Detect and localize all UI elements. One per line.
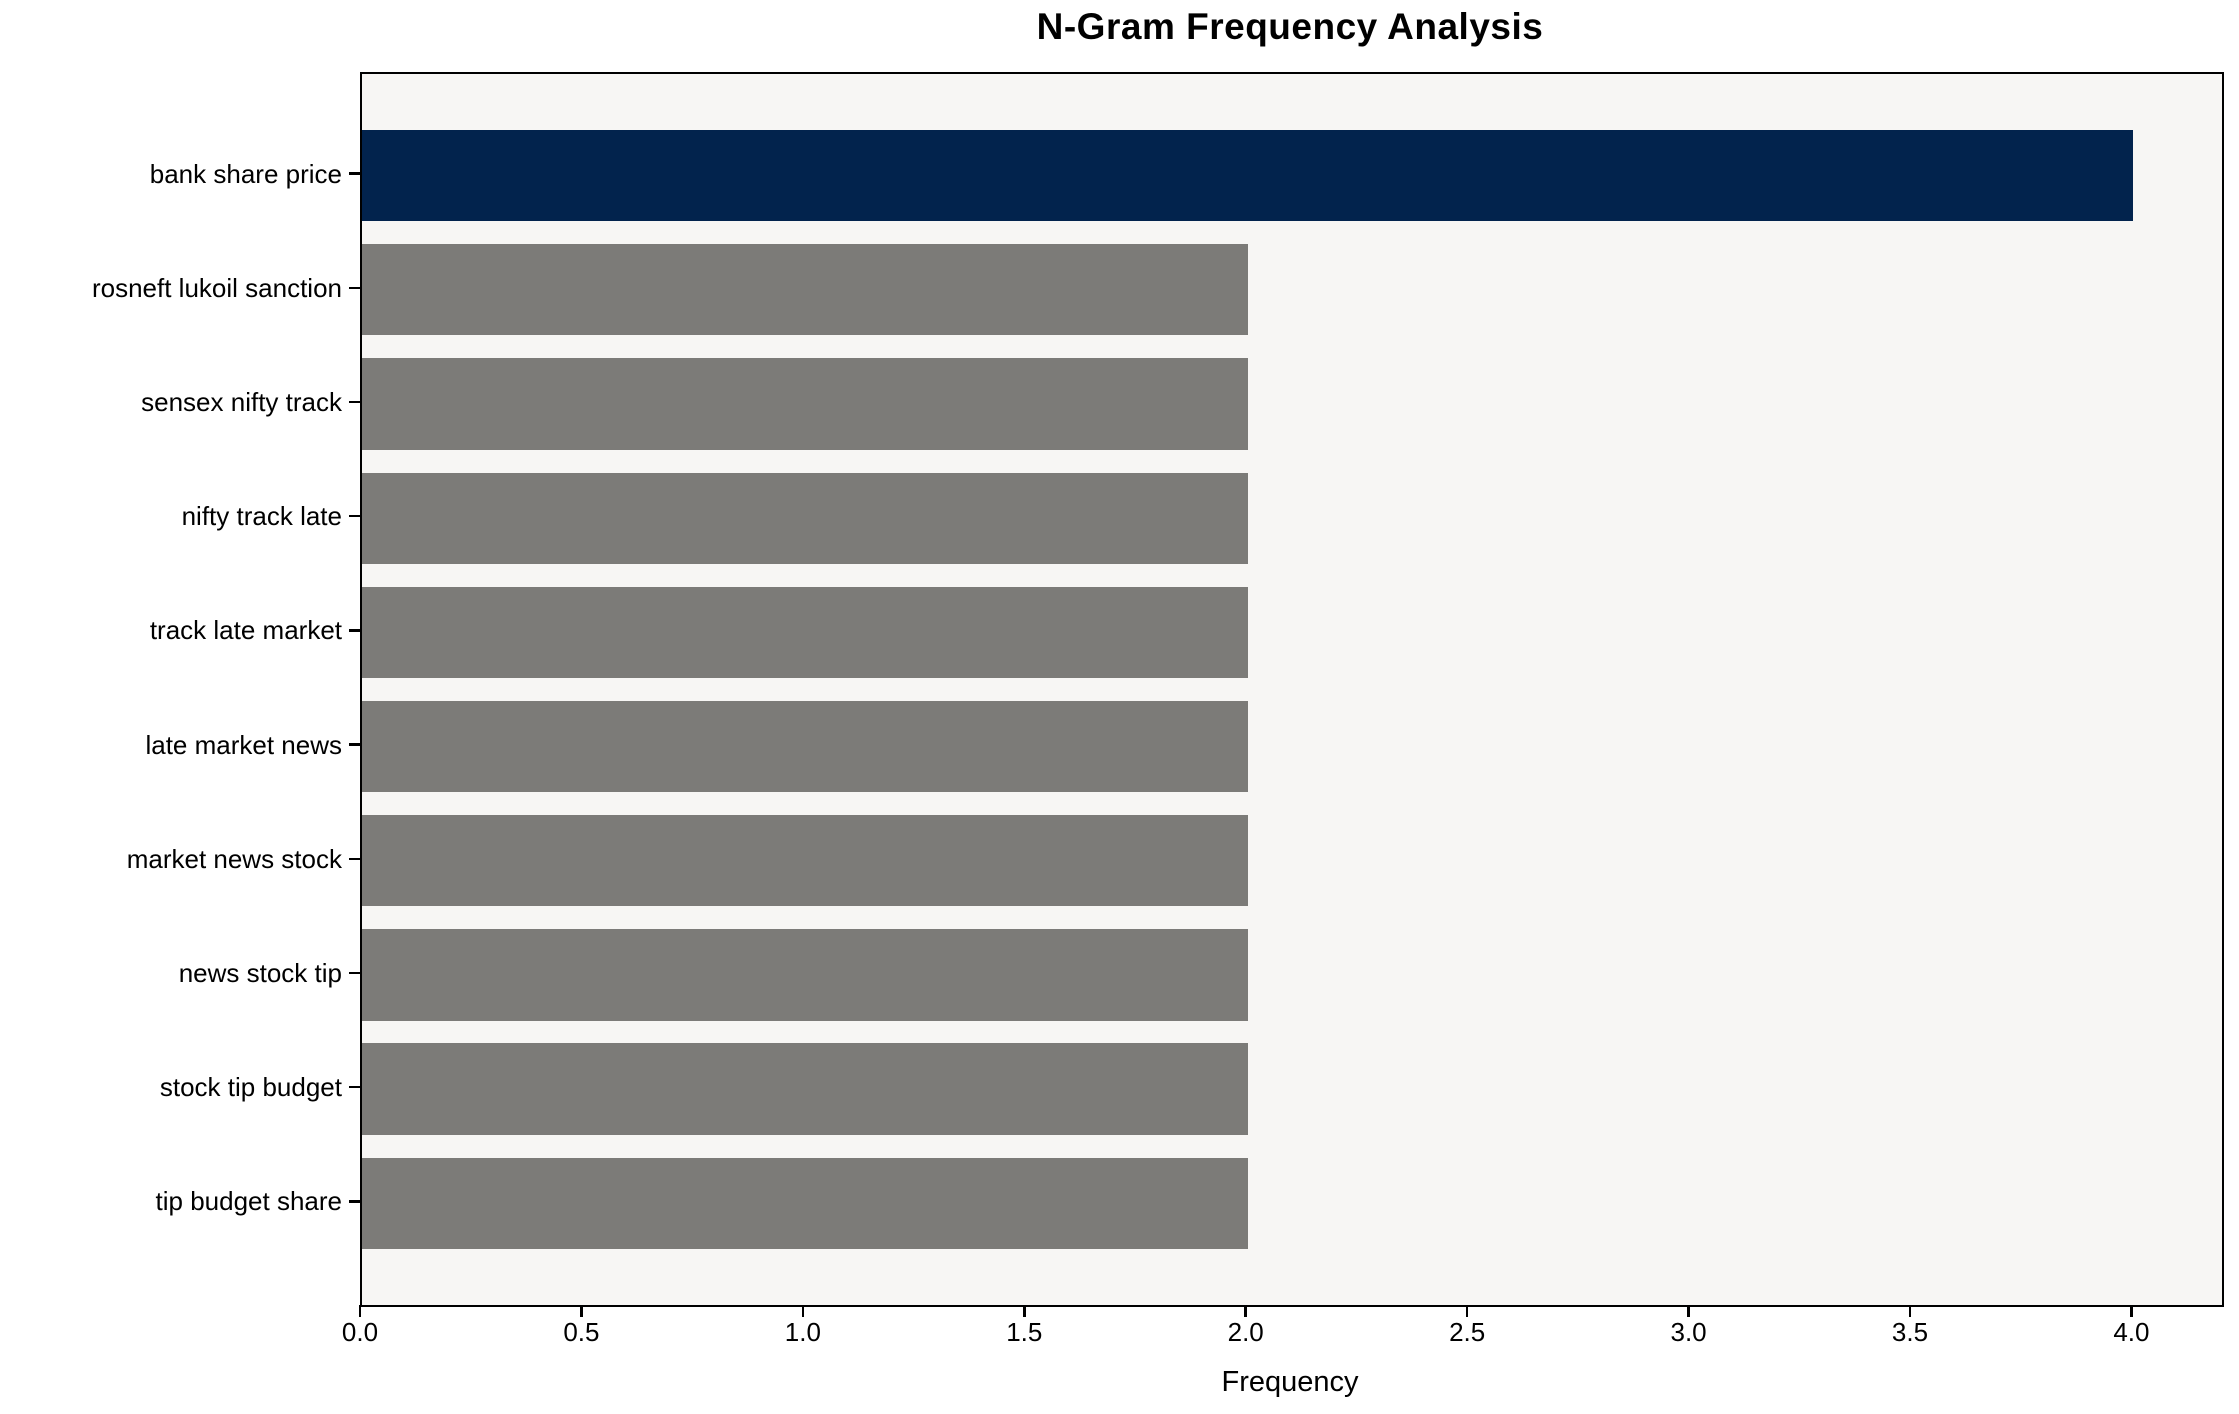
y-tick-label: tip budget share	[155, 1186, 342, 1217]
y-tick	[349, 514, 360, 518]
chart-title: N-Gram Frequency Analysis	[1036, 6, 1544, 47]
bar-news-stock-tip	[362, 929, 1248, 1021]
y-tick-label: news stock tip	[178, 957, 342, 988]
x-tick-label: 2.0	[1227, 1317, 1264, 1347]
x-tick-label: 3.5	[1891, 1317, 1929, 1347]
y-tick-label: market news stock	[126, 843, 342, 874]
bar-nifty-track-late	[362, 472, 1248, 564]
y-tick-label: stock tip budget	[159, 1072, 342, 1103]
x-tick-label: 0.0	[341, 1317, 379, 1347]
x-tick	[1244, 1305, 1247, 1317]
bar-rosneft-lukoil-sanction	[362, 244, 1248, 336]
y-tick	[349, 1085, 360, 1089]
x-tick-label: 1.5	[1006, 1317, 1043, 1347]
x-tick-label: 2.5	[1449, 1317, 1486, 1347]
bar-bank-share-price	[362, 129, 2134, 222]
x-tick-label: 1.0	[784, 1317, 821, 1347]
y-tick	[349, 629, 360, 632]
y-tick	[349, 286, 360, 290]
x-tick	[1023, 1305, 1026, 1317]
y-tick-label: sensex nifty track	[141, 387, 342, 418]
y-tick	[349, 743, 360, 746]
x-tick	[1687, 1305, 1690, 1317]
bar-stock-tip-budget	[362, 1043, 1248, 1135]
x-tick	[1908, 1305, 1912, 1317]
x-axis-label: Frequency	[1221, 1366, 1359, 1398]
y-tick-label: late market news	[145, 729, 342, 760]
y-tick	[349, 400, 360, 404]
bar-late-market-news	[362, 700, 1248, 793]
x-tick-label: 4.0	[2113, 1317, 2150, 1347]
x-tick-label: 0.5	[563, 1317, 600, 1347]
y-tick-label: rosneft lukoil sanction	[91, 272, 342, 303]
x-tick	[2130, 1305, 2133, 1317]
bar-track-late-market	[362, 586, 1248, 679]
y-tick-label: track late market	[149, 615, 342, 646]
y-tick	[349, 172, 360, 175]
x-tick	[1465, 1305, 1469, 1317]
y-tick	[349, 1200, 360, 1203]
x-tick-label: 3.0	[1670, 1317, 1707, 1347]
bar-sensex-nifty-track	[362, 358, 1248, 450]
plot-area	[360, 72, 2224, 1307]
x-tick	[801, 1305, 805, 1317]
y-tick-label: bank share price	[149, 158, 342, 189]
y-tick	[349, 857, 360, 861]
bar-market-news-stock	[362, 815, 1248, 907]
y-tick	[349, 971, 360, 975]
x-tick	[358, 1305, 362, 1317]
x-tick	[580, 1305, 583, 1317]
y-tick-label: nifty track late	[181, 501, 342, 532]
bar-tip-budget-share	[362, 1157, 1248, 1250]
